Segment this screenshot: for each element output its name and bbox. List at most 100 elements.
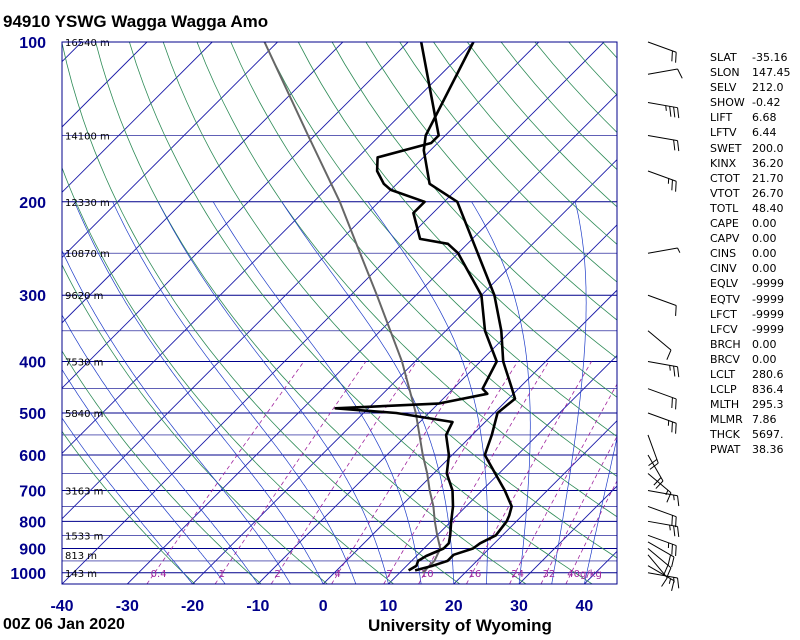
grid-lines bbox=[62, 42, 617, 584]
temperature-tick-label: -20 bbox=[181, 598, 204, 615]
stability-parameters: SLAT -35.16 SLON 147.45 SELV 212.0 SHOW -0.42 LI… bbox=[710, 50, 791, 458]
dry-adiabat bbox=[129, 42, 593, 584]
param-row: LFCT -9999 bbox=[710, 307, 791, 322]
wind-barb bbox=[647, 434, 659, 470]
height-labels: 16540 m 14100 m 12330 m 10870 m 9620 m 7530 m… bbox=[65, 38, 110, 580]
param-key: SHOW bbox=[710, 96, 745, 110]
height-label: 813 m bbox=[65, 551, 97, 562]
moist-adiabat bbox=[74, 201, 324, 584]
dry-adiabat bbox=[264, 42, 617, 438]
pressure-tick-label: 300 bbox=[19, 288, 46, 305]
height-label: 14100 m bbox=[65, 131, 110, 142]
param-row: LFTV 6.44 bbox=[710, 125, 791, 140]
param-key: BRCV bbox=[710, 352, 740, 366]
pressure-tick-label: 600 bbox=[19, 448, 46, 465]
pressure-tick-label: 400 bbox=[19, 355, 46, 372]
param-row: SLON 147.45 bbox=[710, 65, 791, 80]
param-key: MLMR bbox=[710, 413, 743, 427]
dewpoint-profile bbox=[334, 42, 498, 572]
wind-barb bbox=[647, 134, 680, 152]
isotherm-line bbox=[62, 42, 278, 259]
param-value: 38.36 bbox=[752, 443, 784, 457]
moist-adiabat bbox=[584, 436, 617, 584]
param-value: 36.20 bbox=[752, 156, 784, 170]
param-row: LCLT 280.6 bbox=[710, 367, 791, 382]
param-row: CAPV 0.00 bbox=[710, 231, 791, 246]
param-value: 0.00 bbox=[752, 352, 777, 366]
param-row: KINX 36.20 bbox=[710, 156, 791, 171]
param-row: CTOT 21.70 bbox=[710, 171, 791, 186]
param-value: 200.0 bbox=[752, 141, 784, 155]
dry-adiabat bbox=[95, 42, 527, 584]
mixing-ratio-line bbox=[270, 361, 417, 584]
mixing-ratio-label: 24 bbox=[511, 569, 524, 580]
wind-barb bbox=[647, 490, 680, 507]
param-row: SELV 212.0 bbox=[710, 80, 791, 95]
param-value: 0.00 bbox=[752, 247, 777, 261]
moist-adiabat bbox=[471, 201, 531, 584]
param-value: 48.40 bbox=[752, 201, 784, 215]
temperature-tick-label: 20 bbox=[445, 598, 463, 615]
isotherm-line bbox=[257, 224, 617, 584]
isotherm-line bbox=[62, 42, 344, 324]
temperature-axis: -40 -30 -20 -10 0 10 20 30 40 bbox=[50, 598, 593, 615]
isotherm-line bbox=[518, 485, 617, 584]
param-value: -9999 bbox=[752, 322, 784, 336]
sounding-time: 00Z 06 Jan 2020 bbox=[3, 616, 125, 633]
param-key: KINX bbox=[710, 156, 737, 170]
wind-barb bbox=[647, 548, 672, 578]
mixing-ratio-label: 10 bbox=[421, 569, 434, 580]
wind-barb bbox=[647, 247, 681, 254]
wind-barb bbox=[647, 294, 677, 316]
data-source: University of Wyoming bbox=[368, 616, 552, 635]
param-value: -9999 bbox=[752, 307, 784, 321]
pressure-tick-label: 900 bbox=[19, 541, 46, 558]
pressure-tick-label: 100 bbox=[19, 35, 46, 52]
param-value: -9999 bbox=[752, 277, 784, 291]
param-row: MLTH 295.3 bbox=[710, 397, 791, 412]
param-value: 147.45 bbox=[752, 66, 791, 80]
param-value: 836.4 bbox=[752, 383, 784, 397]
mixing-ratio-line bbox=[331, 361, 472, 584]
wind-barb bbox=[647, 101, 680, 119]
dry-adiabat bbox=[331, 42, 617, 359]
moist-adiabat bbox=[212, 201, 422, 584]
param-row: EQLV -9999 bbox=[710, 276, 791, 291]
param-value: 7.86 bbox=[752, 413, 777, 427]
isotherm-line bbox=[126, 93, 617, 584]
param-row: EQTV -9999 bbox=[710, 292, 791, 307]
plot-frame bbox=[61, 41, 618, 585]
dry-adiabat bbox=[62, 263, 328, 584]
parcel-profile bbox=[263, 42, 442, 574]
param-key: LFCT bbox=[710, 307, 737, 321]
pressure-tick-label: 800 bbox=[19, 514, 46, 531]
pressure-tick-label: 500 bbox=[19, 406, 46, 423]
param-value: 212.0 bbox=[752, 81, 784, 95]
param-row: BRCH 0.00 bbox=[710, 337, 791, 352]
param-value: 0.00 bbox=[752, 337, 777, 351]
isotherm-line bbox=[62, 42, 540, 520]
param-key: CINV bbox=[710, 262, 737, 276]
param-key: SLAT bbox=[710, 51, 737, 64]
param-key: SELV bbox=[710, 81, 737, 95]
param-key: EQTV bbox=[710, 292, 740, 306]
param-key: PWAT bbox=[710, 443, 741, 457]
wind-barb bbox=[647, 534, 677, 557]
param-value: 21.70 bbox=[752, 171, 784, 185]
dry-adiabat bbox=[365, 42, 617, 321]
param-row: CINS 0.00 bbox=[710, 246, 791, 261]
param-row: LCLP 836.4 bbox=[710, 382, 791, 397]
chart-title: 94910 YSWG Wagga Wagga Amo bbox=[3, 12, 269, 31]
height-label: 143 m bbox=[65, 569, 97, 580]
wind-barb bbox=[647, 361, 680, 378]
param-row: LFCV -9999 bbox=[710, 322, 791, 337]
moist-adiabat bbox=[62, 249, 291, 584]
wind-barb bbox=[647, 541, 675, 568]
height-label: 12330 m bbox=[65, 198, 110, 209]
param-value: 280.6 bbox=[752, 367, 784, 381]
moist-adiabat bbox=[62, 314, 259, 584]
temperature-tick-label: 30 bbox=[510, 598, 528, 615]
param-key: EQLV bbox=[710, 277, 739, 291]
mixing-ratio-label: 16 bbox=[468, 569, 481, 580]
